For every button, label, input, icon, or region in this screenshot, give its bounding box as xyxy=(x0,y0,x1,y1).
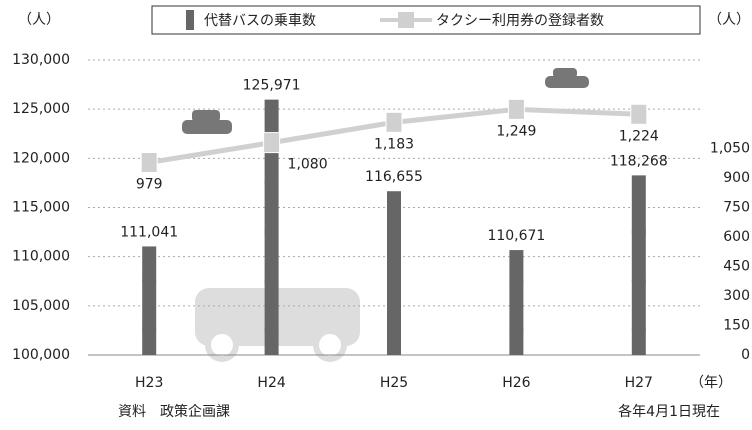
y2-tick-label: 300 xyxy=(723,288,750,304)
x-tick-label: H23 xyxy=(135,375,163,391)
y-tick-label: 120,000 xyxy=(12,150,70,166)
bar-pictogram xyxy=(142,323,156,337)
bar-pictogram xyxy=(265,176,279,190)
y2-tick-label: 600 xyxy=(723,229,750,245)
legend-swatch xyxy=(398,12,414,28)
x-tick-label: H25 xyxy=(380,375,408,391)
y-tick-label: 115,000 xyxy=(12,200,70,216)
line-value-label: 1,249 xyxy=(496,123,536,139)
bar xyxy=(509,250,523,355)
bar-value-label: 110,671 xyxy=(487,228,545,244)
x-unit-label: （年） xyxy=(690,375,732,391)
y-tick-label: 100,000 xyxy=(12,347,70,363)
bar-pictogram xyxy=(387,225,401,239)
line-marker xyxy=(386,112,402,132)
y2-tick-label: 0 xyxy=(741,347,750,363)
line-marker xyxy=(141,152,157,172)
bar-value-label: 116,655 xyxy=(365,169,423,185)
note: 各年4月1日現在 xyxy=(618,404,720,420)
source: 資料 政策企画課 xyxy=(118,403,230,420)
bar-pictogram xyxy=(632,274,646,288)
line-value-label: 1,183 xyxy=(374,136,414,152)
bar-pictogram xyxy=(632,225,646,239)
bar-value-label: 118,268 xyxy=(610,153,668,169)
bar-pictogram xyxy=(265,323,279,337)
bar-pictogram xyxy=(142,274,156,288)
y2-tick-label: 150 xyxy=(723,318,750,334)
x-tick-label: H24 xyxy=(257,375,285,391)
chart: （人） （人） 資料 政策企画課 各年4月1日現在 （年） 100,000 105… xyxy=(0,0,752,430)
bar-pictogram xyxy=(265,225,279,239)
page: {"chart_data": {"type": "bar-line", "y_u… xyxy=(0,0,752,430)
legend-label: 代替バスの乗車数 xyxy=(204,12,316,29)
line-marker xyxy=(508,99,524,119)
bar xyxy=(142,246,156,355)
y-tick-label: 105,000 xyxy=(12,298,70,314)
x-tick-label: H26 xyxy=(502,375,530,391)
y2-tick-label: 450 xyxy=(723,259,750,275)
bar-pictogram xyxy=(387,274,401,288)
y-tick-label: 110,000 xyxy=(12,249,70,265)
line-value-label: 979 xyxy=(136,176,163,192)
y2-tick-label: 750 xyxy=(723,200,750,216)
y2-tick-label: 1,050 xyxy=(710,141,750,157)
bar-pictogram xyxy=(632,323,646,337)
y2-tick-label: 900 xyxy=(723,170,750,186)
y2-unit-label: （人） xyxy=(708,12,750,28)
line-marker xyxy=(631,104,647,124)
y-tick-label: 125,000 xyxy=(12,101,70,117)
bar-pictogram xyxy=(387,323,401,337)
y-unit-label: （人） xyxy=(18,12,60,28)
line-value-label: 1,080 xyxy=(288,157,328,173)
bar-pictogram xyxy=(265,274,279,288)
bar-pictogram xyxy=(509,323,523,337)
x-tick-label: H27 xyxy=(625,375,653,391)
y-tick-label: 130,000 xyxy=(12,52,70,68)
bar-value-label: 125,971 xyxy=(243,78,301,94)
line-value-label: 1,224 xyxy=(619,128,659,144)
bar-value-label: 111,041 xyxy=(120,224,178,240)
bar-pictogram xyxy=(509,274,523,288)
line-marker xyxy=(264,133,280,153)
legend-label: タクシー利用券の登録者数 xyxy=(436,13,604,29)
legend-swatch xyxy=(186,10,194,30)
